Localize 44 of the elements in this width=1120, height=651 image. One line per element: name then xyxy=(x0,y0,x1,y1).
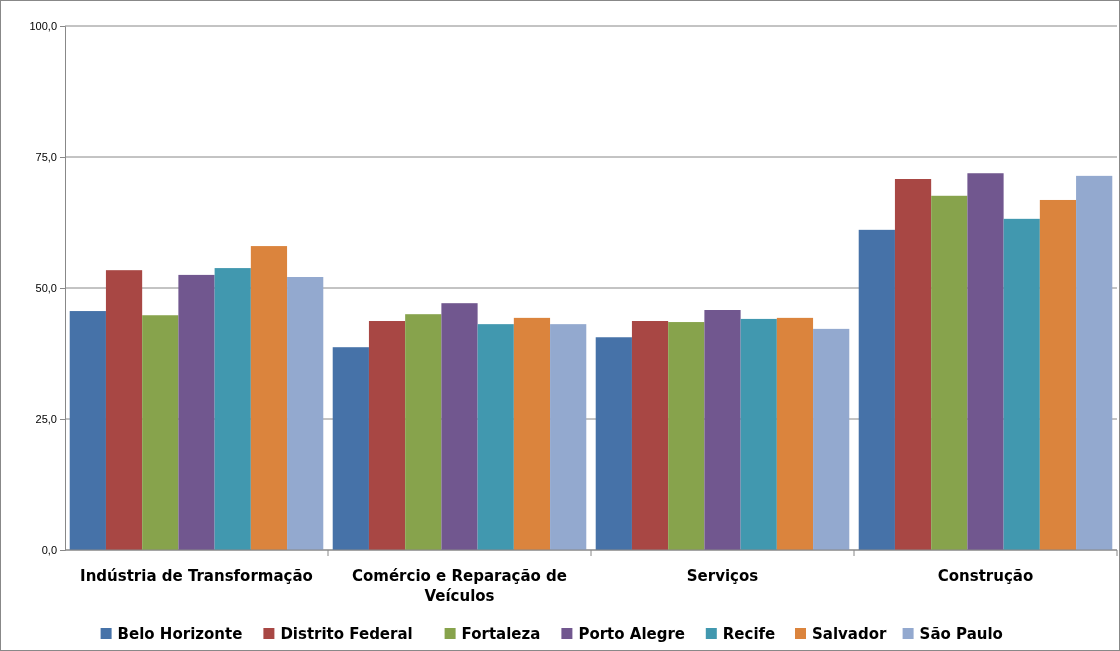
x-tick-label: Comércio e Reparação de Veículos xyxy=(351,567,568,605)
bar xyxy=(967,173,1004,550)
bar xyxy=(287,277,324,550)
bar xyxy=(668,322,705,550)
bar xyxy=(178,274,215,550)
legend-label: Salvador xyxy=(812,625,888,643)
bar xyxy=(513,317,551,550)
bar xyxy=(477,324,514,550)
x-tick-label: Serviços xyxy=(686,567,759,585)
bar xyxy=(550,324,587,550)
legend-label: Belo Horizonte xyxy=(117,625,243,643)
bar xyxy=(250,246,288,550)
y-tick-label: 0,0 xyxy=(41,544,57,557)
bar xyxy=(441,303,478,550)
bar xyxy=(142,315,179,550)
bar xyxy=(69,311,106,550)
bar xyxy=(332,347,369,550)
x-tick-label: Construção xyxy=(937,567,1034,585)
legend-label: Recife xyxy=(722,625,776,643)
bar xyxy=(631,321,669,550)
bar xyxy=(894,179,932,550)
bar xyxy=(813,328,850,550)
bar xyxy=(368,321,406,550)
bar xyxy=(1003,218,1040,550)
bar xyxy=(776,317,814,550)
bar xyxy=(740,318,777,550)
bar xyxy=(858,229,895,550)
bar xyxy=(405,314,442,550)
bar xyxy=(931,195,968,550)
y-tick-label: 100,0 xyxy=(29,20,57,33)
y-tick-label: 25,0 xyxy=(35,413,57,426)
bar xyxy=(105,270,143,550)
bar xyxy=(1076,175,1113,550)
x-tick-label: Indústria de Transformação xyxy=(80,567,313,585)
y-tick-label: 75,0 xyxy=(35,151,57,164)
y-tick-label: 50,0 xyxy=(35,282,57,295)
bar xyxy=(1039,199,1077,550)
bar xyxy=(214,268,251,550)
legend-label: Distrito Federal xyxy=(280,625,413,643)
legend-label: Porto Alegre xyxy=(578,625,686,643)
legend-label: São Paulo xyxy=(919,625,1003,643)
bar xyxy=(595,337,632,550)
bar xyxy=(704,310,741,550)
legend-label: Fortaleza xyxy=(461,625,541,643)
